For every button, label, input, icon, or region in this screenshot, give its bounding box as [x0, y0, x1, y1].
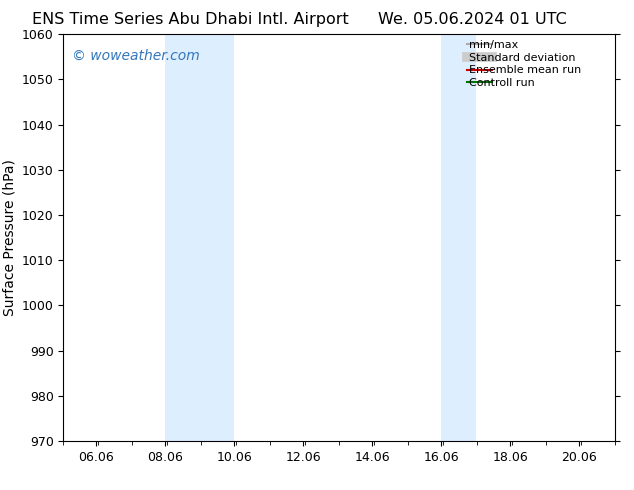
Text: ENS Time Series Abu Dhabi Intl. Airport: ENS Time Series Abu Dhabi Intl. Airport	[32, 12, 349, 27]
Text: We. 05.06.2024 01 UTC: We. 05.06.2024 01 UTC	[378, 12, 567, 27]
Bar	[441, 34, 476, 441]
Y-axis label: Surface Pressure (hPa): Surface Pressure (hPa)	[3, 159, 16, 316]
Text: © woweather.com: © woweather.com	[72, 49, 200, 63]
Bar	[165, 34, 235, 441]
Legend: min/max, Standard deviation, Ensemble mean run, Controll run: min/max, Standard deviation, Ensemble me…	[465, 38, 612, 91]
